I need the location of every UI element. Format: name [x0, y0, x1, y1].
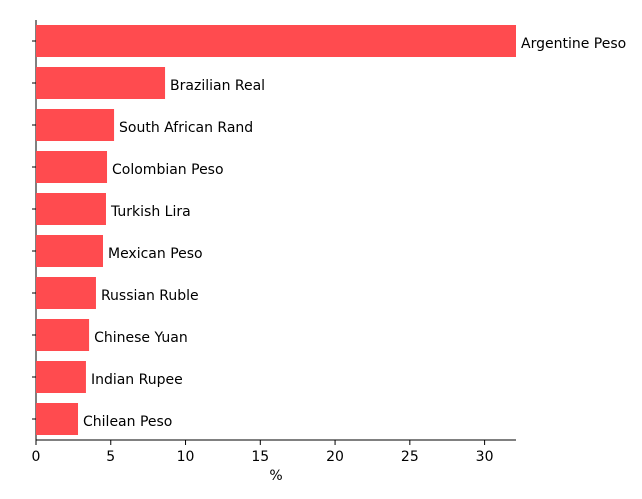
bar	[36, 151, 108, 183]
bar-label: Brazilian Real	[170, 78, 265, 94]
bar	[36, 361, 86, 393]
bar-label: Turkish Lira	[110, 204, 191, 220]
x-tick-label: 25	[401, 449, 419, 465]
bar-label: Russian Ruble	[101, 288, 199, 304]
x-tick-label: 15	[251, 449, 269, 465]
bar	[36, 403, 79, 435]
bar	[36, 67, 166, 99]
x-tick-label: 20	[326, 449, 344, 465]
x-tick-label: 0	[32, 449, 41, 465]
bar-label: Colombian Peso	[112, 162, 224, 178]
bar-label: Indian Rupee	[91, 372, 183, 388]
x-axis-label: %	[269, 468, 282, 484]
bar	[36, 277, 96, 309]
bar	[36, 193, 106, 225]
bar	[36, 25, 516, 57]
bar-label: South African Rand	[119, 120, 253, 136]
bar	[36, 235, 103, 267]
x-tick-label: 30	[476, 449, 494, 465]
bar-label: Chinese Yuan	[94, 330, 188, 346]
bar-label: Mexican Peso	[108, 246, 203, 262]
bar	[36, 109, 115, 141]
bar	[36, 319, 90, 351]
bar-label: Argentine Peso	[521, 36, 626, 52]
bar-label: Chilean Peso	[83, 414, 172, 430]
x-tick-label: 5	[106, 449, 115, 465]
x-tick-label: 10	[177, 449, 195, 465]
